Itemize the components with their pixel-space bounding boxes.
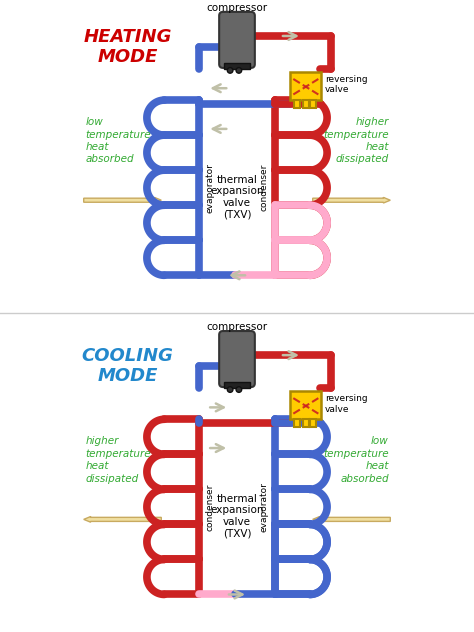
Circle shape bbox=[236, 68, 242, 73]
Text: condenser: condenser bbox=[206, 483, 215, 530]
Text: condenser: condenser bbox=[259, 164, 268, 211]
FancyBboxPatch shape bbox=[219, 12, 255, 68]
FancyArrow shape bbox=[313, 516, 390, 522]
FancyArrow shape bbox=[84, 516, 161, 522]
Bar bbox=[225, 63, 249, 69]
Text: compressor: compressor bbox=[207, 322, 267, 332]
FancyArrow shape bbox=[84, 197, 161, 203]
Text: thermal
expansion
valve
(TXV): thermal expansion valve (TXV) bbox=[210, 174, 264, 219]
Text: evaporator: evaporator bbox=[259, 482, 268, 532]
Bar bbox=[290, 72, 321, 100]
Text: low
temperature
heat
absorbed: low temperature heat absorbed bbox=[323, 436, 389, 483]
Bar bbox=[294, 419, 300, 427]
Circle shape bbox=[236, 387, 242, 392]
Text: compressor: compressor bbox=[207, 3, 267, 13]
Text: low
temperature
heat
absorbed: low temperature heat absorbed bbox=[85, 117, 151, 164]
Bar bbox=[310, 100, 316, 108]
Text: evaporator: evaporator bbox=[206, 163, 215, 212]
Text: higher
temperature
heat
dissipated: higher temperature heat dissipated bbox=[323, 117, 389, 164]
Bar bbox=[303, 419, 309, 427]
Bar bbox=[310, 419, 316, 427]
Text: reversing
valve: reversing valve bbox=[325, 75, 368, 94]
Bar bbox=[225, 382, 249, 388]
Text: thermal
expansion
valve
(TXV): thermal expansion valve (TXV) bbox=[210, 494, 264, 538]
Text: HEATING
MODE: HEATING MODE bbox=[83, 28, 172, 66]
Circle shape bbox=[228, 387, 233, 392]
Text: reversing
valve: reversing valve bbox=[325, 394, 368, 413]
Bar bbox=[290, 391, 321, 419]
Bar bbox=[294, 100, 300, 108]
Text: COOLING
MODE: COOLING MODE bbox=[82, 347, 173, 386]
FancyBboxPatch shape bbox=[219, 331, 255, 387]
Bar bbox=[303, 100, 309, 108]
FancyArrow shape bbox=[313, 197, 390, 203]
Text: higher
temperature
heat
dissipated: higher temperature heat dissipated bbox=[85, 436, 151, 483]
Circle shape bbox=[228, 68, 233, 73]
